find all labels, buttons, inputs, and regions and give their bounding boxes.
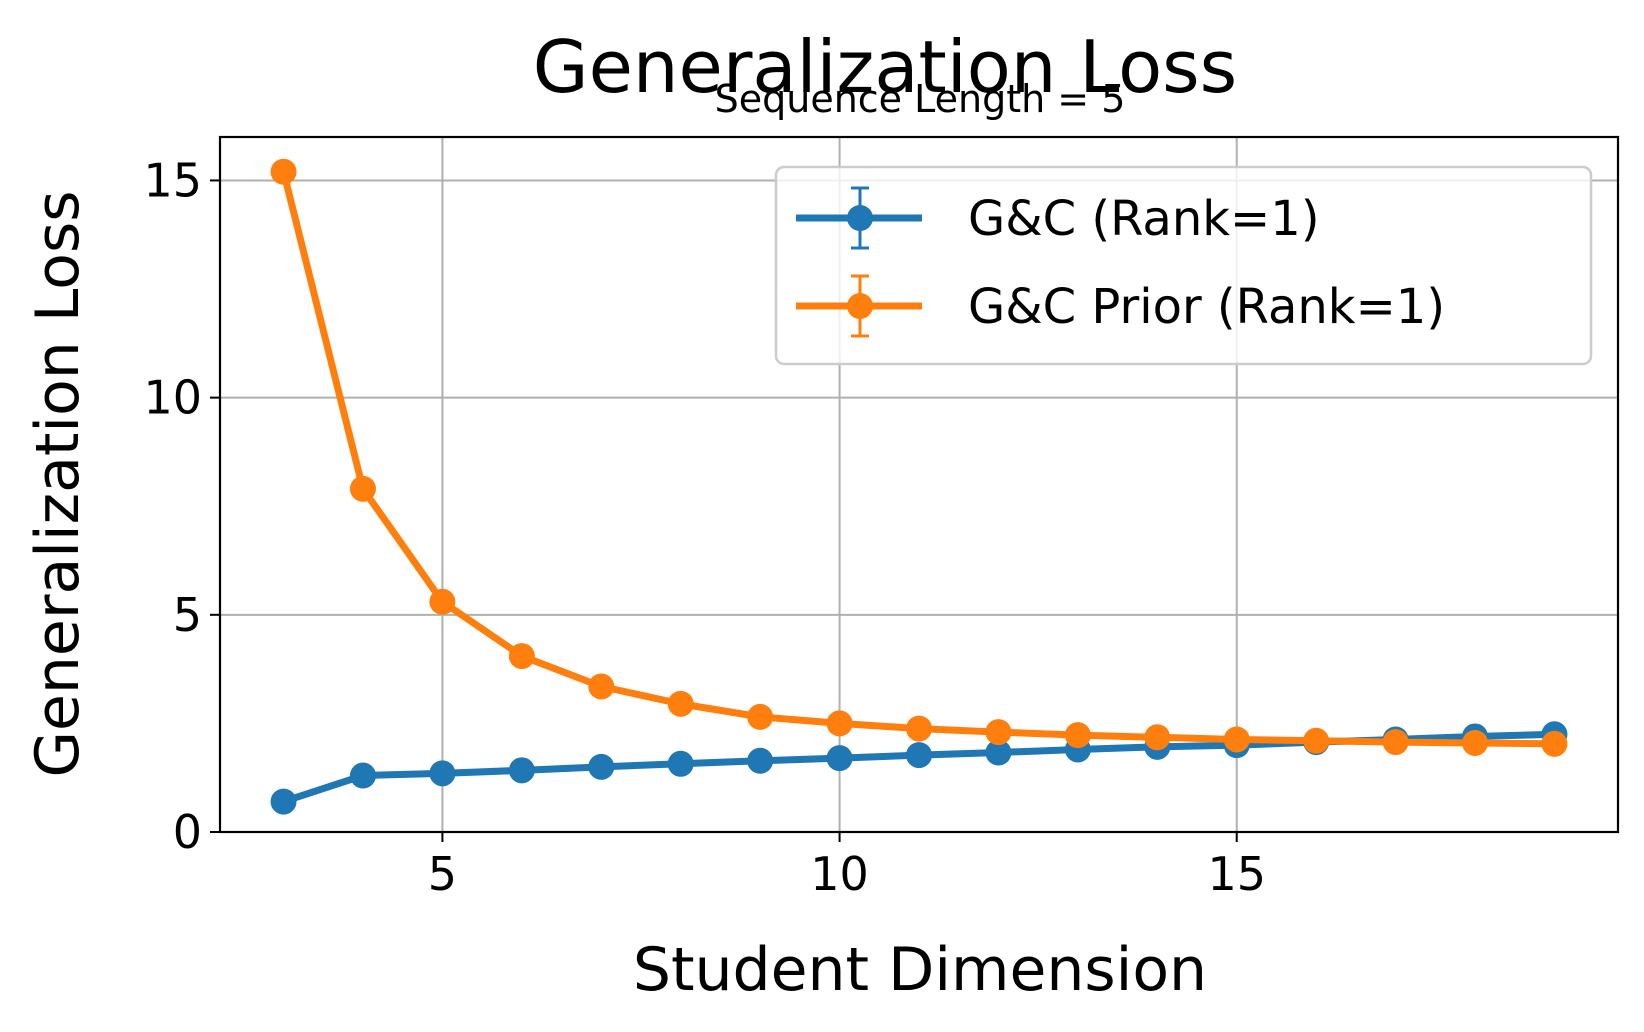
data-point (1144, 724, 1171, 751)
data-point (985, 719, 1012, 746)
data-point (1462, 729, 1489, 756)
data-point (906, 742, 932, 769)
y-tick-label: 0 (173, 805, 202, 859)
chart-title: Generalization Loss (533, 25, 1237, 109)
legend-marker (847, 293, 873, 319)
data-point (826, 745, 853, 772)
legend: G&C (Rank=1) G&C Prior (Rank=1) (774, 165, 1593, 366)
x-tick-label: 5 (428, 847, 457, 901)
y-axis-label: Generalization Loss (23, 191, 93, 778)
y-tick-label: 15 (143, 153, 202, 207)
y-tick-label: 10 (143, 371, 202, 425)
data-point (985, 739, 1012, 766)
data-point (270, 788, 297, 815)
ticks: 5 10 15 0 5 10 15 (143, 153, 1266, 901)
data-point (270, 158, 297, 185)
data-point (826, 710, 853, 737)
data-point (429, 760, 456, 787)
data-point (349, 475, 376, 502)
legend-label: G&C Prior (Rank=1) (968, 279, 1445, 335)
data-point (508, 643, 535, 670)
data-point (1064, 722, 1091, 749)
data-point (1303, 727, 1330, 754)
data-point (667, 750, 694, 777)
x-tick-label: 10 (810, 847, 869, 901)
y-tick-label: 5 (173, 588, 202, 642)
legend-box (774, 165, 1593, 366)
legend-entry-1: G&C (Rank=1) (796, 186, 1320, 250)
series-layer (270, 158, 1568, 815)
data-point (349, 762, 376, 789)
data-point (429, 588, 456, 615)
data-point (747, 747, 774, 774)
plot-frame (218, 135, 1620, 834)
series-2 (270, 158, 1568, 757)
data-point (588, 753, 615, 780)
x-tick-label: 15 (1207, 847, 1266, 901)
data-point (667, 690, 694, 717)
data-point (1223, 726, 1250, 753)
data-point (1382, 729, 1409, 756)
data-point (906, 715, 932, 742)
legend-marker (847, 205, 873, 231)
legend-label: G&C (Rank=1) (968, 191, 1320, 247)
data-point (588, 673, 615, 700)
data-point (747, 703, 774, 730)
data-point (1541, 730, 1568, 757)
x-axis-label: Student Dimension (633, 935, 1207, 1005)
chart-subtitle: Sequence Length = 5 (715, 77, 1126, 121)
legend-entry-2: G&C Prior (Rank=1) (796, 274, 1445, 338)
data-point (508, 757, 535, 784)
